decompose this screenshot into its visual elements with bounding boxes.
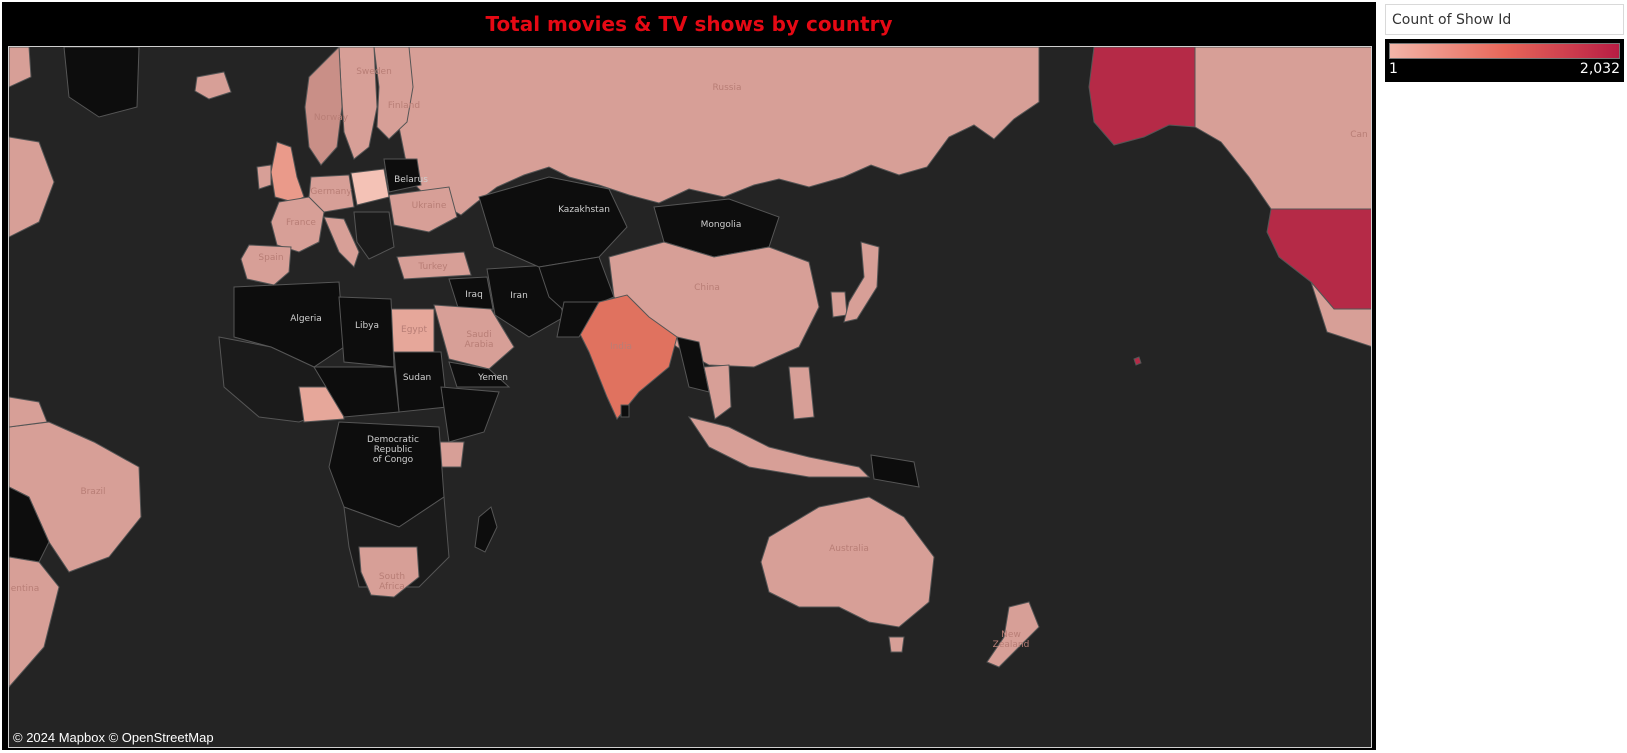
label-china: China [694, 283, 720, 293]
label-iran: Iran [510, 291, 528, 301]
country-germany[interactable] [308, 174, 355, 213]
country-thailand[interactable] [703, 364, 732, 420]
label-ukraine: Ukraine [412, 201, 447, 211]
country-pakistan[interactable] [556, 301, 600, 338]
label-drc-2: Republic [374, 445, 413, 455]
label-germany: Germany [310, 187, 352, 197]
label-egypt: Egypt [401, 325, 427, 335]
country-south-africa[interactable] [358, 546, 420, 598]
country-ireland[interactable] [256, 164, 272, 190]
country-greenland-edge[interactable] [9, 47, 32, 88]
label-brazil: Brazil [80, 487, 105, 497]
legend-color-ramp [1389, 43, 1620, 59]
label-saudi-arabia-1: Saudi [466, 330, 491, 340]
label-mongolia: Mongolia [701, 220, 742, 230]
label-yemen: Yemen [477, 373, 508, 383]
map-visualization: Total movies & TV shows by country [2, 2, 1376, 750]
country-norway[interactable] [304, 47, 343, 166]
country-japan[interactable] [843, 241, 880, 323]
country-australia[interactable] [760, 496, 935, 628]
label-saudi-arabia-2: Arabia [464, 340, 493, 350]
label-south-africa-1: South [379, 572, 405, 582]
country-yemen[interactable] [448, 361, 511, 388]
label-india: India [610, 342, 632, 352]
country-turkey[interactable] [396, 251, 472, 280]
country-colombia-edge[interactable] [9, 396, 48, 428]
choropleth-map[interactable]: Russia Kazakhstan Mongolia China India I… [8, 46, 1372, 748]
country-ukraine[interactable] [388, 186, 458, 233]
country-finland[interactable] [373, 47, 414, 140]
label-south-africa-2: Africa [379, 582, 405, 592]
label-france: France [286, 218, 316, 228]
country-south-korea[interactable] [830, 291, 848, 318]
country-madagascar[interactable] [474, 506, 498, 553]
label-norway: Norway [314, 113, 349, 123]
label-spain: Spain [258, 253, 283, 263]
country-canada[interactable] [1194, 47, 1372, 210]
label-new-zealand-2: Zealand [993, 640, 1030, 650]
map-title: Total movies & TV shows by country [485, 12, 893, 36]
country-kenya[interactable] [438, 441, 465, 468]
label-sweden: Sweden [356, 67, 392, 77]
label-iraq: Iraq [465, 290, 483, 300]
country-new-zealand[interactable] [986, 601, 1040, 668]
country-balkans[interactable] [353, 211, 395, 260]
label-drc-3: of Congo [373, 455, 414, 465]
country-tasmania[interactable] [888, 636, 905, 653]
country-chad-niger[interactable] [313, 366, 400, 418]
country-argentina[interactable] [9, 556, 60, 688]
label-canada: Can [1350, 130, 1368, 140]
legend-title[interactable]: Count of Show Id [1385, 4, 1624, 35]
country-kazakhstan[interactable] [478, 176, 628, 268]
country-mexico-edge[interactable] [1310, 281, 1372, 347]
label-turkey: Turkey [417, 262, 448, 272]
country-malaysia-indonesia[interactable] [687, 416, 871, 478]
label-libya: Libya [355, 321, 379, 331]
country-papua-new-guinea[interactable] [870, 454, 920, 488]
label-drc-1: Democratic [367, 435, 419, 445]
label-russia: Russia [713, 83, 742, 93]
country-philippines[interactable] [788, 366, 815, 420]
label-argentina: entina [11, 584, 40, 594]
country-canada-east[interactable] [9, 136, 55, 238]
label-new-zealand-1: New [1001, 630, 1021, 640]
country-libya[interactable] [338, 296, 395, 368]
color-legend: Count of Show Id 1 2,032 [1385, 4, 1624, 84]
label-sudan: Sudan [403, 373, 431, 383]
country-greenland[interactable] [63, 47, 140, 118]
legend-body: 1 2,032 [1385, 39, 1624, 82]
country-paraguay-bolivia[interactable] [9, 486, 50, 563]
country-hawaii[interactable] [1133, 356, 1142, 366]
label-kazakhstan: Kazakhstan [558, 205, 610, 215]
label-finland: Finland [388, 101, 420, 111]
legend-max-value: 2,032 [1579, 61, 1620, 77]
country-ethiopia-horn[interactable] [440, 386, 500, 443]
country-sri-lanka[interactable] [620, 404, 630, 418]
map-canvas[interactable]: Russia Kazakhstan Mongolia China India I… [9, 47, 1372, 748]
country-india[interactable] [578, 294, 678, 420]
country-belarus[interactable] [383, 158, 422, 193]
country-saudi-arabia[interactable] [433, 304, 515, 370]
legend-min-value: 1 [1389, 61, 1398, 77]
country-iceland[interactable] [194, 71, 232, 100]
country-italy[interactable] [323, 216, 360, 268]
label-belarus: Belarus [394, 175, 428, 185]
label-algeria: Algeria [290, 314, 322, 324]
map-attribution[interactable]: © 2024 Mapbox © OpenStreetMap [13, 730, 214, 745]
label-australia: Australia [829, 544, 869, 554]
